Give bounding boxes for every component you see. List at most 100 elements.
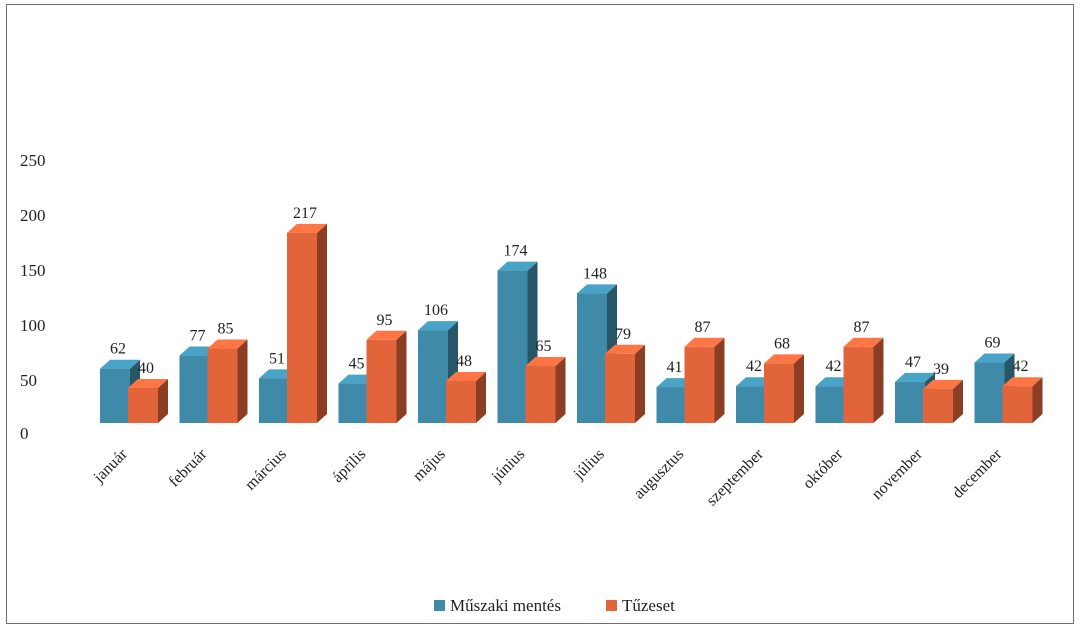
- legend-swatch: [606, 600, 617, 611]
- category-label: november: [869, 445, 927, 503]
- y-axis-ticks: 0 50 100 150 200 250: [20, 151, 46, 443]
- bar: [179, 355, 210, 423]
- bar-side: [555, 357, 566, 423]
- y-tick-label: 250: [20, 151, 46, 170]
- category-label: április: [329, 446, 369, 486]
- y-tick-label: 200: [20, 206, 46, 225]
- bar: [1002, 386, 1033, 423]
- category-label: augusztus: [631, 446, 688, 503]
- data-label: 39: [933, 361, 949, 378]
- bar-top: [366, 330, 407, 340]
- bar: [128, 387, 158, 423]
- data-label: 85: [218, 321, 234, 338]
- data-label: 174: [504, 243, 528, 260]
- bar: [287, 232, 317, 423]
- bar: [207, 348, 238, 423]
- category-label: október: [800, 445, 847, 492]
- data-label: 62: [110, 341, 126, 358]
- data-label: 42: [1013, 358, 1029, 375]
- legend-label: Műszaki mentés: [450, 596, 561, 615]
- bar-area: [100, 223, 1043, 423]
- bar-top: [764, 354, 804, 364]
- bar: [843, 346, 874, 423]
- data-label: 77: [190, 328, 206, 345]
- bar: [923, 388, 953, 423]
- bar-side: [635, 344, 645, 423]
- category-label: szeptember: [703, 445, 767, 509]
- bar-side: [1032, 377, 1043, 423]
- chart-frame: [6, 4, 1074, 624]
- bar: [338, 383, 369, 423]
- bar-top: [100, 359, 140, 369]
- bar-top: [577, 284, 617, 294]
- bar: [366, 339, 397, 423]
- data-label: 48: [456, 353, 472, 370]
- bar: [100, 368, 130, 423]
- bar-top: [287, 223, 327, 233]
- data-label: 41: [667, 359, 683, 376]
- category-labels: január február március április május június jú…: [90, 445, 1006, 509]
- bar: [259, 378, 289, 423]
- bar-top: [497, 261, 538, 271]
- bar-top: [974, 353, 1015, 363]
- data-labels: 62 40 77 85 51 217 45 95 106 48 174 65 148 79 41 87 42 68…: [110, 205, 1029, 378]
- bar-top: [207, 339, 248, 349]
- bar-top: [923, 379, 963, 389]
- bar: [974, 362, 1005, 423]
- bar-side: [714, 337, 725, 423]
- y-tick-label: 100: [20, 316, 46, 335]
- bar: [815, 386, 846, 423]
- category-label: február: [166, 445, 211, 490]
- category-label: július: [570, 446, 608, 484]
- bar-top: [128, 378, 168, 388]
- data-label: 42: [746, 358, 762, 375]
- bar-top: [895, 372, 935, 382]
- data-label: 65: [536, 338, 552, 355]
- data-label: 47: [905, 354, 921, 371]
- bar: [497, 270, 528, 423]
- category-label: március: [242, 446, 290, 494]
- data-label: 69: [985, 335, 1001, 352]
- bar: [577, 293, 607, 423]
- data-label: 87: [854, 319, 870, 336]
- data-label: 217: [293, 205, 317, 222]
- bar: [418, 330, 448, 423]
- data-label: 40: [138, 360, 154, 377]
- bar: [605, 353, 635, 423]
- bar-side: [396, 330, 407, 423]
- bar-top: [1002, 377, 1043, 387]
- data-label: 106: [424, 302, 448, 319]
- y-tick-label: 0: [20, 424, 29, 443]
- bar: [446, 380, 476, 423]
- bar-top: [418, 321, 458, 331]
- category-label: január: [90, 445, 131, 486]
- category-label: december: [949, 445, 1005, 501]
- bar: [684, 346, 715, 423]
- legend-swatch: [434, 600, 445, 611]
- bar-side: [158, 378, 168, 423]
- bar-top: [684, 337, 725, 347]
- bar-side: [953, 379, 963, 423]
- bar-top: [446, 371, 486, 381]
- bar: [895, 381, 925, 423]
- bar-top: [605, 344, 645, 354]
- bar: [736, 386, 766, 423]
- y-tick-label: 150: [20, 261, 46, 280]
- data-label: 51: [269, 350, 285, 367]
- category-label: május: [410, 446, 449, 485]
- bar-side: [873, 337, 884, 423]
- bar-side: [237, 339, 248, 423]
- data-label: 87: [695, 319, 711, 336]
- bar-top: [843, 337, 884, 347]
- data-label: 148: [583, 265, 607, 282]
- data-label: 79: [615, 326, 631, 343]
- bar: [764, 363, 794, 423]
- category-label: június: [488, 446, 528, 486]
- data-label: 95: [377, 312, 393, 329]
- bar: [525, 366, 556, 423]
- bar-side: [794, 354, 804, 423]
- legend: Műszaki mentés Tűzeset: [434, 596, 675, 615]
- bar-side: [317, 223, 327, 423]
- legend-label: Tűzeset: [622, 596, 675, 615]
